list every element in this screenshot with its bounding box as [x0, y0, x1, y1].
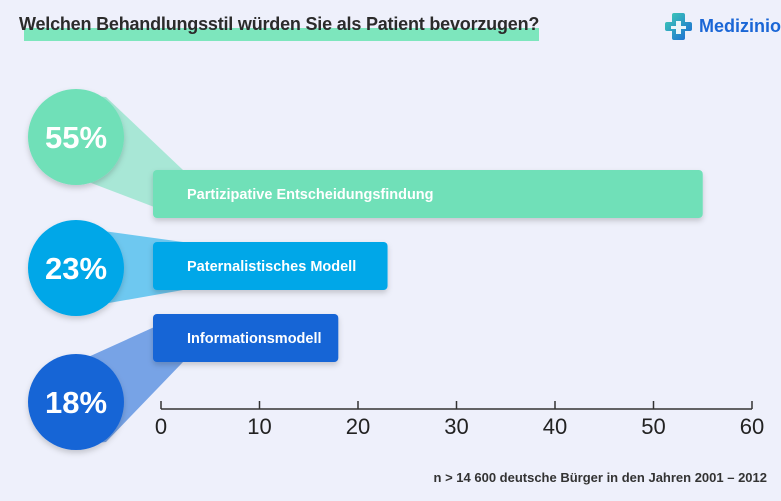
bar-label: Informationsmodell [187, 331, 322, 347]
brand-logo[interactable]: Medizinio [664, 12, 781, 41]
title-underline [24, 28, 539, 41]
brand-name: Medizinio [699, 16, 781, 36]
footnote: n > 14 600 deutsche Bürger in den Jahren… [433, 470, 767, 485]
x-tick-label: 40 [543, 414, 567, 439]
page-title: Welchen Behandlungsstil würden Sie als P… [19, 14, 540, 34]
bar-3[interactable] [153, 314, 339, 362]
bar-1[interactable] [153, 170, 703, 218]
value-label: 55% [45, 120, 107, 155]
bar-label: Partizipative Entscheidungsfindung [187, 187, 434, 203]
x-tick-label: 50 [641, 414, 665, 439]
cross-logo-icon [665, 13, 692, 40]
value-label: 23% [45, 251, 107, 286]
bar-label: Paternalistisches Modell [187, 259, 356, 275]
bar-2[interactable] [153, 242, 388, 290]
value-badge [28, 89, 124, 185]
x-tick-label: 0 [155, 414, 167, 439]
value-badge [28, 220, 124, 316]
x-tick-label: 30 [444, 414, 468, 439]
x-tick-label: 20 [346, 414, 370, 439]
x-tick-label: 60 [740, 414, 764, 439]
x-tick-label: 10 [247, 414, 271, 439]
value-label: 18% [45, 385, 107, 420]
value-badge [28, 354, 124, 450]
